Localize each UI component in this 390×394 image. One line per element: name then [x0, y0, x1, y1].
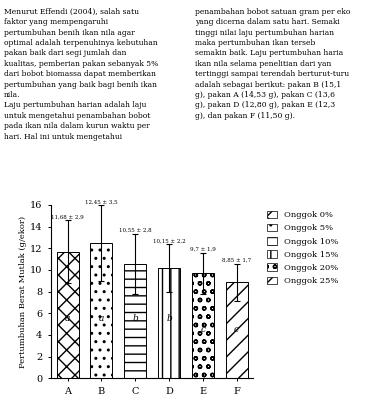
Text: b: b: [132, 314, 138, 323]
Bar: [225, 282, 248, 378]
Text: 9,7 ± 1,9: 9,7 ± 1,9: [190, 247, 216, 251]
Text: 11,68 ± 2,9: 11,68 ± 2,9: [51, 214, 84, 219]
Bar: [158, 268, 180, 378]
Text: Menurut Effendi (2004), salah satu
faktor yang mempengaruhi
pertumbuhan benih ik: Menurut Effendi (2004), salah satu fakto…: [4, 8, 158, 141]
Text: c: c: [200, 325, 205, 334]
Text: 8,85 ± 1,7: 8,85 ± 1,7: [222, 258, 251, 263]
Bar: [124, 264, 146, 378]
Bar: [192, 273, 214, 378]
Text: 12,45 ± 3,5: 12,45 ± 3,5: [85, 199, 118, 204]
Bar: [90, 243, 112, 378]
Text: b: b: [166, 314, 172, 323]
Text: a: a: [99, 314, 104, 323]
Bar: [57, 252, 78, 378]
Text: c: c: [234, 325, 239, 334]
Text: a: a: [65, 314, 70, 323]
Legend: Onggok 0%, Onggok 5%, Onggok 10%, Onggok 15%, Onggok 20%, Onggok 25%: Onggok 0%, Onggok 5%, Onggok 10%, Onggok…: [266, 209, 340, 287]
Text: 10,55 ± 2,8: 10,55 ± 2,8: [119, 227, 151, 232]
Text: penambahan bobot satuan gram per eko
yang dicerna dalam satu hari. Semaki
tinggi: penambahan bobot satuan gram per eko yan…: [195, 8, 350, 120]
Y-axis label: Pertumbuhan Berat Mutlak (g/ekor): Pertumbuhan Berat Mutlak (g/ekor): [19, 216, 27, 368]
Text: 10,15 ± 2,2: 10,15 ± 2,2: [153, 238, 185, 243]
